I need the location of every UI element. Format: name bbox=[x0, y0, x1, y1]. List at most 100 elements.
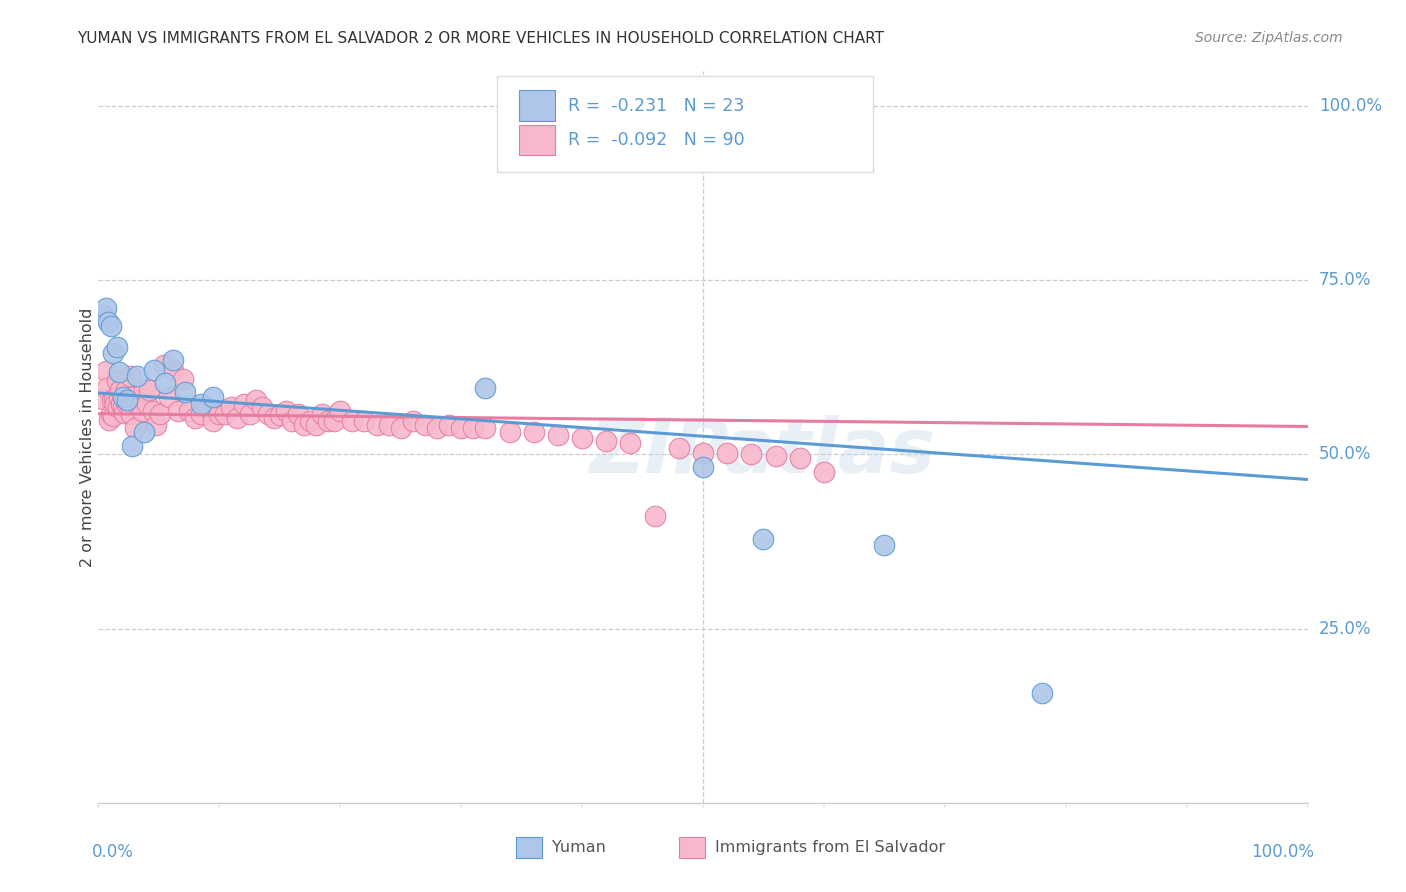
Point bbox=[97, 315, 120, 329]
Text: 75.0%: 75.0% bbox=[1319, 271, 1371, 289]
Point bbox=[1031, 686, 1053, 700]
Point bbox=[162, 362, 184, 376]
Point bbox=[121, 439, 143, 453]
Point bbox=[174, 384, 197, 399]
Point bbox=[108, 365, 131, 379]
Point bbox=[413, 418, 436, 433]
Text: R =  -0.231   N = 23: R = -0.231 N = 23 bbox=[568, 96, 744, 115]
Point bbox=[450, 421, 472, 435]
Text: 100.0%: 100.0% bbox=[1250, 843, 1313, 861]
Point bbox=[118, 368, 141, 383]
Point bbox=[114, 390, 136, 404]
Point bbox=[389, 421, 412, 435]
Point bbox=[366, 418, 388, 433]
Point bbox=[595, 434, 617, 448]
Point bbox=[202, 390, 225, 404]
Point bbox=[752, 533, 775, 547]
Point bbox=[305, 418, 328, 433]
Point bbox=[377, 418, 399, 433]
Point bbox=[111, 400, 134, 414]
Point bbox=[214, 407, 236, 421]
Point bbox=[239, 407, 262, 421]
Point bbox=[117, 393, 139, 408]
Point bbox=[250, 400, 273, 414]
Point bbox=[115, 384, 138, 398]
Point bbox=[157, 390, 180, 404]
Point bbox=[105, 339, 128, 353]
Point bbox=[474, 421, 496, 435]
Point bbox=[100, 318, 122, 333]
Point bbox=[316, 414, 339, 428]
FancyBboxPatch shape bbox=[519, 125, 555, 155]
Point bbox=[103, 392, 125, 406]
Point bbox=[105, 375, 128, 389]
Point bbox=[184, 411, 207, 425]
Point bbox=[134, 384, 156, 398]
Point bbox=[145, 417, 167, 432]
Point bbox=[135, 397, 157, 411]
Point bbox=[329, 404, 352, 418]
Point bbox=[128, 397, 150, 411]
Point bbox=[143, 362, 166, 376]
Point bbox=[221, 400, 243, 414]
Point bbox=[101, 409, 124, 424]
Point bbox=[98, 412, 121, 426]
Point bbox=[813, 465, 835, 479]
Point bbox=[498, 425, 520, 439]
Point bbox=[167, 404, 190, 418]
Text: 25.0%: 25.0% bbox=[1319, 620, 1371, 638]
Text: 50.0%: 50.0% bbox=[1319, 445, 1371, 464]
Text: Yuman: Yuman bbox=[551, 839, 606, 855]
FancyBboxPatch shape bbox=[516, 837, 543, 858]
Point bbox=[124, 421, 146, 435]
Point bbox=[162, 353, 184, 368]
Point bbox=[668, 441, 690, 455]
Point bbox=[153, 376, 176, 391]
Point bbox=[202, 414, 225, 428]
Point bbox=[120, 407, 142, 421]
Point bbox=[112, 406, 135, 420]
Point bbox=[100, 393, 122, 408]
Point bbox=[789, 450, 811, 465]
Point bbox=[108, 390, 131, 404]
Point bbox=[232, 397, 254, 411]
Point bbox=[104, 397, 127, 411]
Point bbox=[873, 538, 896, 552]
Point bbox=[94, 301, 117, 316]
Point bbox=[311, 407, 333, 421]
Text: YUMAN VS IMMIGRANTS FROM EL SALVADOR 2 OR MORE VEHICLES IN HOUSEHOLD CORRELATION: YUMAN VS IMMIGRANTS FROM EL SALVADOR 2 O… bbox=[77, 31, 884, 46]
Point bbox=[134, 425, 156, 440]
Point bbox=[571, 432, 593, 446]
Y-axis label: 2 or more Vehicles in Household: 2 or more Vehicles in Household bbox=[80, 308, 94, 566]
Point bbox=[287, 407, 309, 421]
Text: R =  -0.092   N = 90: R = -0.092 N = 90 bbox=[568, 131, 744, 149]
Point bbox=[245, 393, 267, 408]
Point bbox=[172, 372, 194, 386]
Point bbox=[292, 418, 315, 433]
FancyBboxPatch shape bbox=[519, 90, 555, 121]
Point bbox=[142, 404, 165, 418]
Point bbox=[179, 404, 201, 418]
Point bbox=[190, 397, 212, 411]
Point bbox=[121, 390, 143, 404]
Point bbox=[740, 448, 762, 462]
Point bbox=[100, 407, 122, 421]
Point bbox=[644, 508, 666, 523]
FancyBboxPatch shape bbox=[679, 837, 706, 858]
Point bbox=[117, 397, 139, 411]
Point bbox=[96, 381, 118, 395]
Point bbox=[152, 359, 174, 373]
Point bbox=[523, 425, 546, 439]
Point bbox=[269, 409, 291, 423]
Point bbox=[110, 397, 132, 411]
FancyBboxPatch shape bbox=[498, 77, 873, 172]
Point bbox=[692, 460, 714, 475]
Point bbox=[765, 449, 787, 463]
Point bbox=[716, 446, 738, 460]
Point bbox=[353, 414, 375, 428]
Point bbox=[107, 400, 129, 414]
Point bbox=[91, 392, 114, 406]
Text: 100.0%: 100.0% bbox=[1319, 97, 1382, 115]
Text: ZIPatlas: ZIPatlas bbox=[591, 415, 936, 489]
Point bbox=[101, 346, 124, 360]
